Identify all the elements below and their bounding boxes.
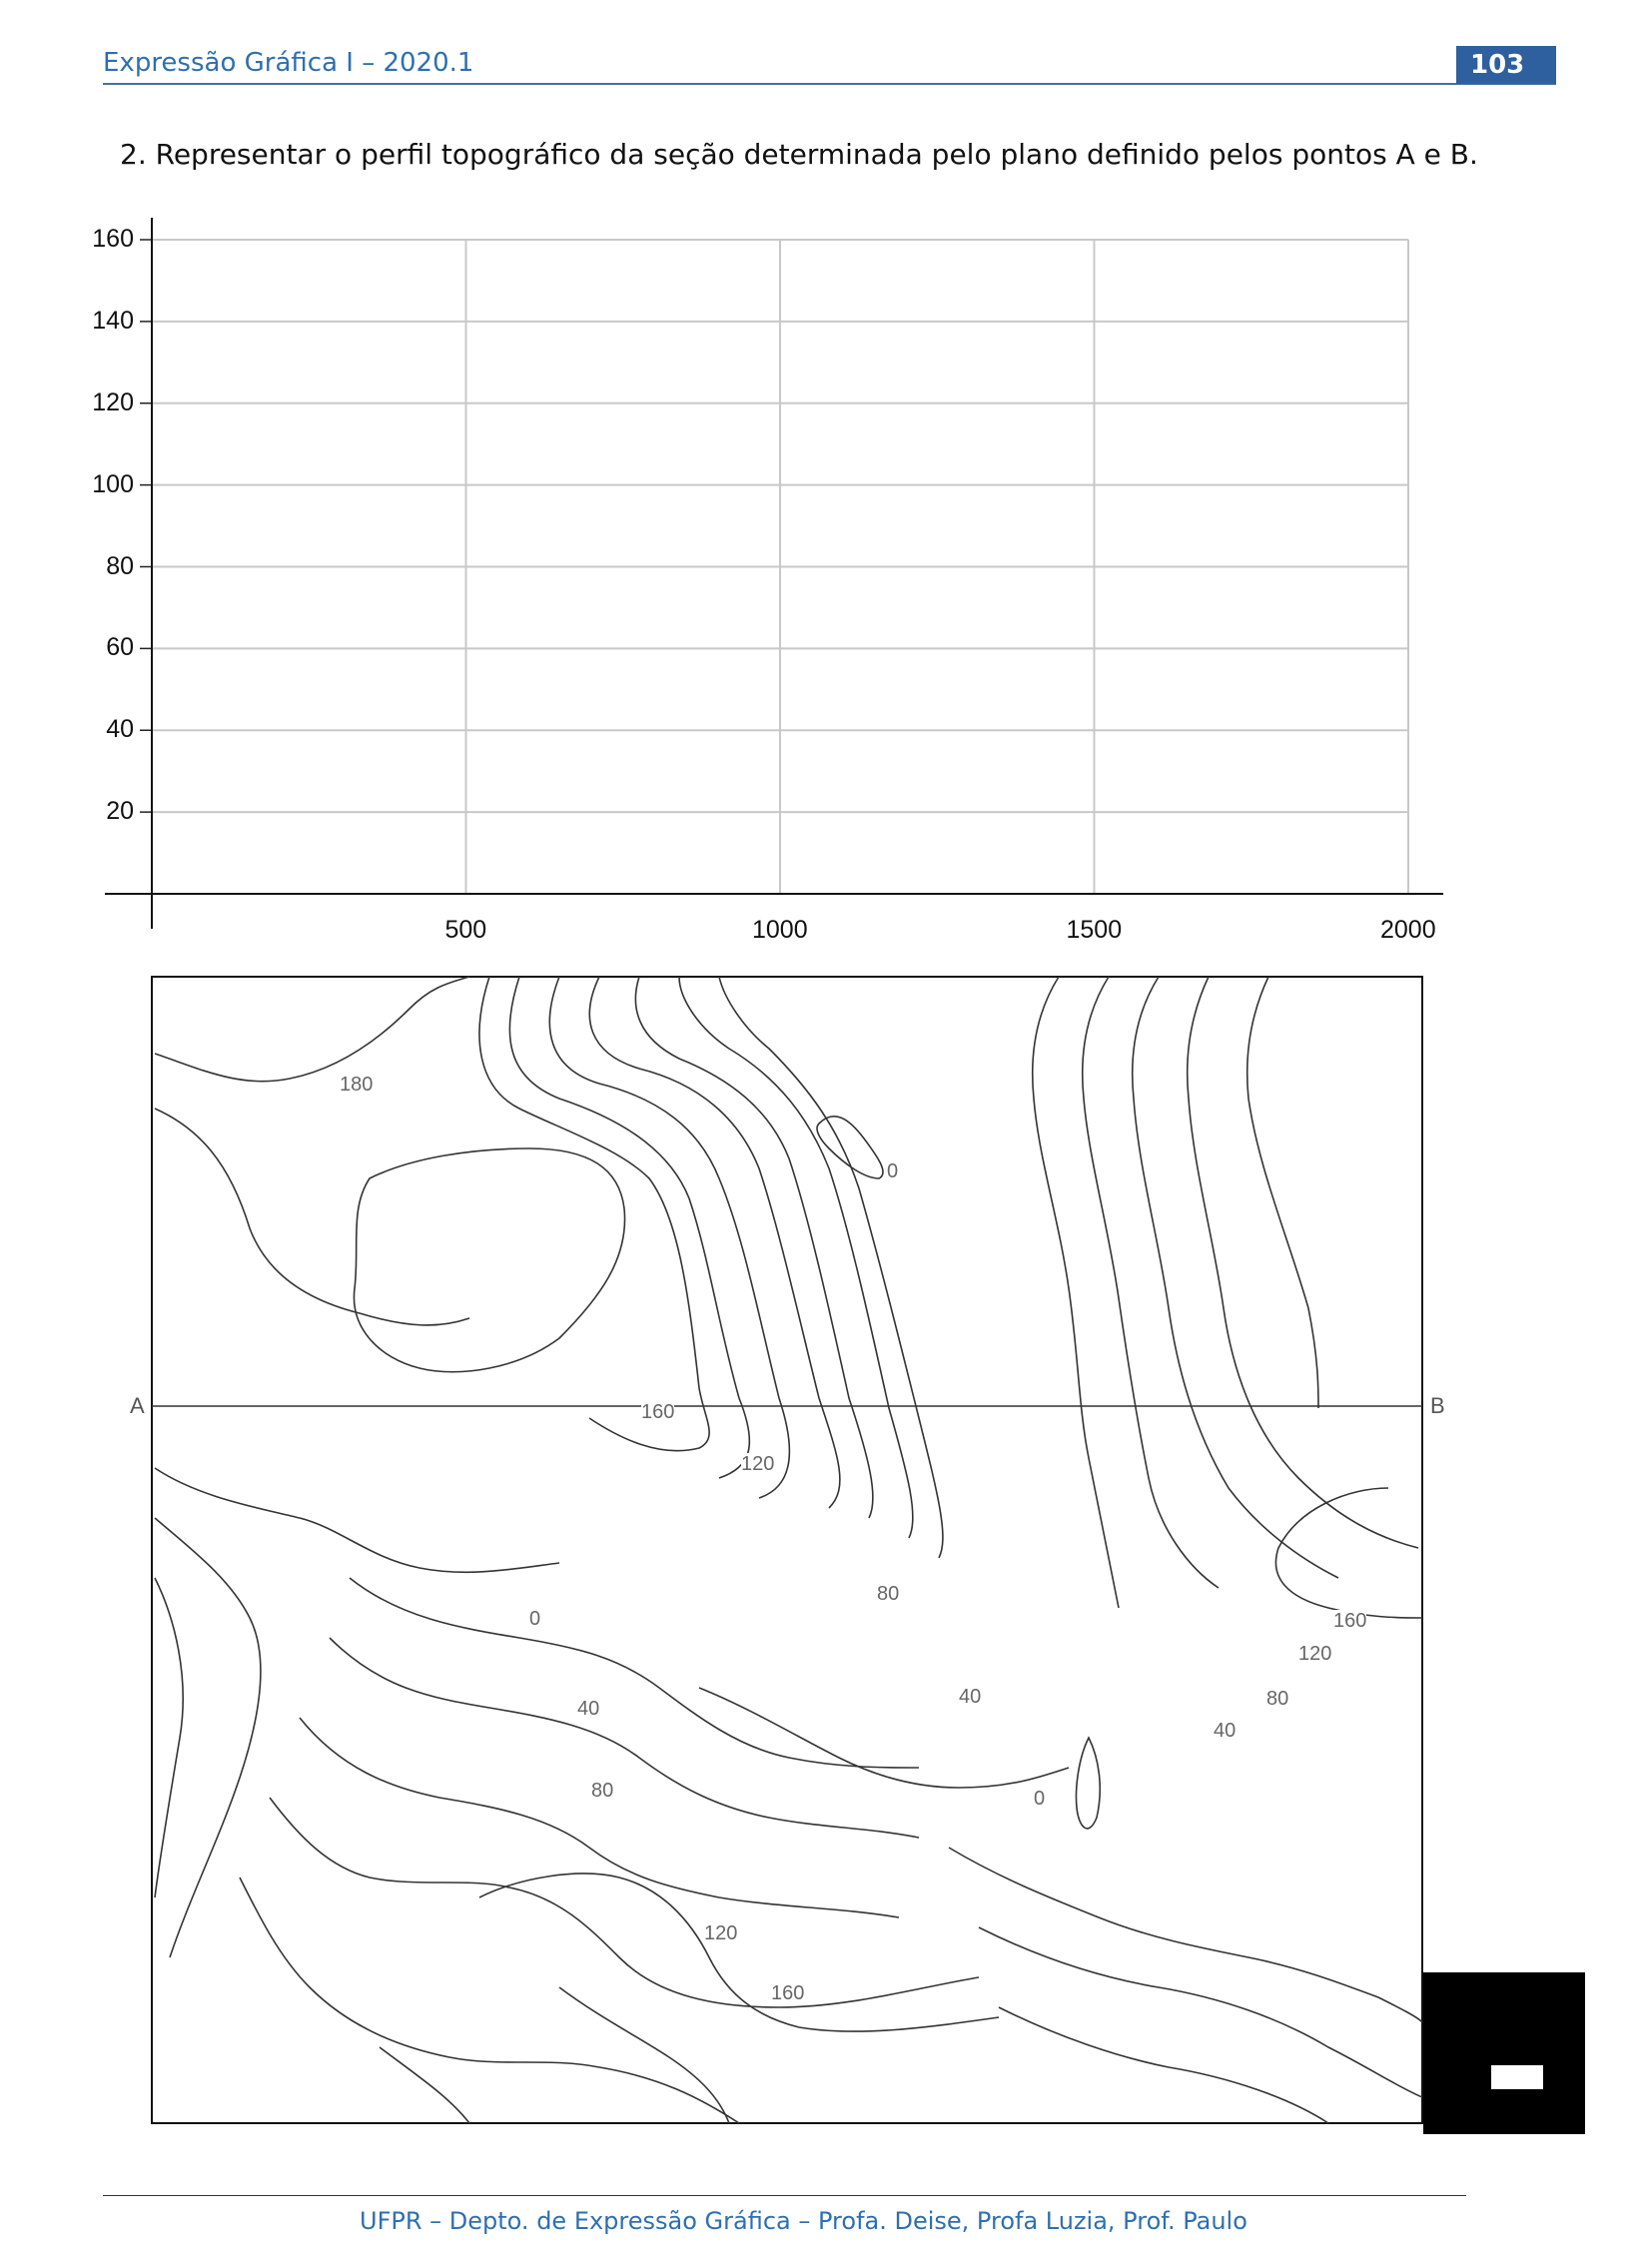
y-tick-label: 140: [92, 306, 134, 335]
redaction-box: [1423, 1972, 1585, 2134]
x-tick-label: 1500: [1066, 916, 1123, 944]
x-tick-label: 1000: [752, 916, 808, 944]
redaction-bar: [1491, 2065, 1543, 2089]
y-tick-label: 160: [92, 225, 134, 253]
chart-grid: [152, 239, 1409, 894]
page-number-badge: 103: [1456, 46, 1556, 84]
map-frame: [151, 976, 1423, 2124]
contour-elevation-label: 0: [529, 1608, 541, 1631]
x-tick-label: 2000: [1380, 916, 1436, 944]
contour-lines: [154, 976, 1423, 2124]
contour-elevation-label: 120: [1298, 1643, 1332, 1666]
footer-text: UFPR – Depto. de Expressão Gráfica – Pro…: [360, 2207, 1247, 2235]
y-tick-label: 100: [92, 469, 134, 498]
y-tick-label: 40: [106, 715, 134, 744]
contour-elevation-label: 80: [591, 1780, 614, 1803]
contour-elevation-label: 80: [877, 1583, 900, 1606]
x-tick-label: 500: [444, 916, 487, 944]
y-tick-label: 20: [106, 797, 134, 826]
point-b-label: B: [1430, 1393, 1445, 1418]
header-rule: [103, 83, 1556, 85]
footer-rule: [103, 2195, 1466, 2196]
contour-elevation-label: 160: [641, 1401, 675, 1424]
contour-elevation-label: 80: [1266, 1688, 1289, 1711]
y-tick-label: 60: [106, 633, 134, 662]
y-tick-label: 120: [92, 387, 134, 416]
contour-elevation-label: 160: [1333, 1610, 1367, 1633]
chart-axes: [105, 218, 1443, 929]
point-a-label: A: [130, 1393, 145, 1418]
contour-elevation-label: 0: [1034, 1788, 1046, 1811]
contour-elevation-label: 0: [887, 1160, 899, 1183]
contour-elevation-label: 120: [741, 1453, 775, 1476]
contour-elevation-label: 40: [1214, 1720, 1237, 1743]
contour-elevation-label: 120: [704, 1922, 738, 1945]
header-title: Expressão Gráfica I – 2020.1: [103, 48, 474, 78]
contour-elevation-label: 180: [340, 1074, 374, 1097]
contour-elevation-label: 40: [577, 1698, 600, 1721]
contour-elevation-label: 40: [959, 1686, 982, 1709]
question-text: 2. Representar o perfil topográfico da s…: [120, 138, 1478, 171]
y-tick-label: 80: [106, 551, 134, 580]
contour-elevation-label: 160: [771, 1982, 805, 2005]
